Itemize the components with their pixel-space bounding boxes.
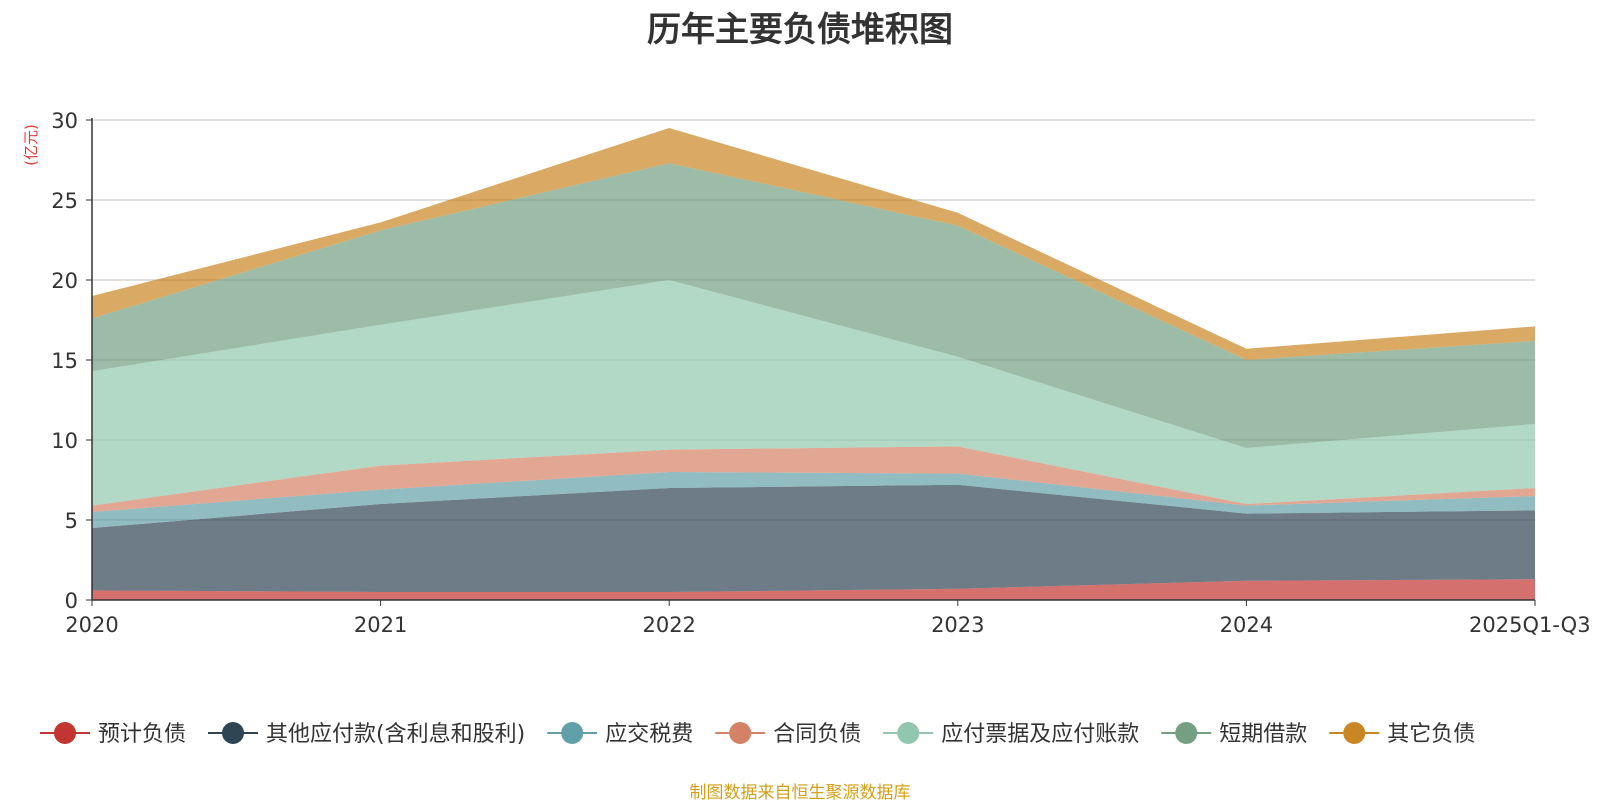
source-note: 制图数据来自恒生聚源数据库 [689, 783, 911, 803]
legend-marker-4 [897, 722, 920, 744]
legend-marker-2 [561, 722, 584, 744]
x-tick-label-1: 2021 [354, 613, 407, 637]
legend-marker-0 [54, 722, 76, 744]
x-tick-label-3: 2023 [931, 613, 984, 637]
y-tick-label-4: 20 [51, 269, 78, 293]
legend-item-6[interactable]: 其它负债 [1329, 722, 1475, 747]
legend-label-1: 其他应付款(含利息和股利) [266, 722, 525, 747]
legend-label-5: 短期借款 [1219, 722, 1307, 747]
legend-layer: 预计负债 其他应付款(含利息和股利) 应交税费 合同负债 应付票据及应付账款 短期借款 其它… [40, 722, 1475, 747]
legend-label-2: 应交税费 [605, 722, 693, 747]
y-tick-label-3: 15 [51, 349, 78, 373]
legend-label-6: 其它负债 [1387, 722, 1475, 747]
area-series-0 [92, 579, 1535, 600]
legend-marker-3 [729, 722, 752, 744]
x-tick-label-4: 2024 [1220, 613, 1273, 637]
area-layer [92, 128, 1535, 600]
legend-label-4: 应付票据及应付账款 [941, 722, 1139, 747]
x-tick-label-5: 2025Q1-Q3 [1469, 613, 1591, 637]
legend-item-0[interactable]: 预计负债 [40, 722, 186, 747]
area-series-2 [92, 472, 1535, 528]
area-series-1 [92, 484, 1535, 592]
legend-marker-6 [1343, 722, 1366, 744]
y-tick-label-0: 0 [65, 589, 78, 613]
legend-item-3[interactable]: 合同负债 [715, 722, 861, 747]
legend-item-5[interactable]: 短期借款 [1161, 722, 1307, 747]
x-tick-label-0: 2020 [65, 613, 118, 637]
legend-marker-1 [222, 722, 245, 744]
y-axis-unit-label: (亿元) [22, 124, 40, 166]
legend-marker-5 [1175, 722, 1198, 744]
y-tick-label-6: 30 [51, 109, 78, 133]
y-tick-label-1: 5 [65, 509, 78, 533]
y-tick-label-5: 25 [51, 189, 78, 213]
area-series-6 [92, 128, 1535, 360]
area-series-4 [92, 280, 1535, 506]
y-tick-label-2: 10 [51, 429, 78, 453]
legend-item-1[interactable]: 其他应付款(含利息和股利) [208, 722, 525, 747]
area-series-3 [92, 446, 1535, 512]
legend-item-4[interactable]: 应付票据及应付账款 [883, 722, 1139, 747]
x-tick-label-2: 2022 [642, 613, 695, 637]
area-series-5 [92, 163, 1535, 448]
legend-label-3: 合同负债 [773, 722, 861, 747]
chart-title: 历年主要负债堆积图 [647, 10, 953, 50]
axis-layer: 0 5 10 15 20 25 30 2020 2021 2022 2023 2024 2025Q1-Q… [51, 109, 1590, 637]
legend-item-2[interactable]: 应交税费 [547, 722, 693, 747]
legend-label-0: 预计负债 [98, 722, 186, 747]
